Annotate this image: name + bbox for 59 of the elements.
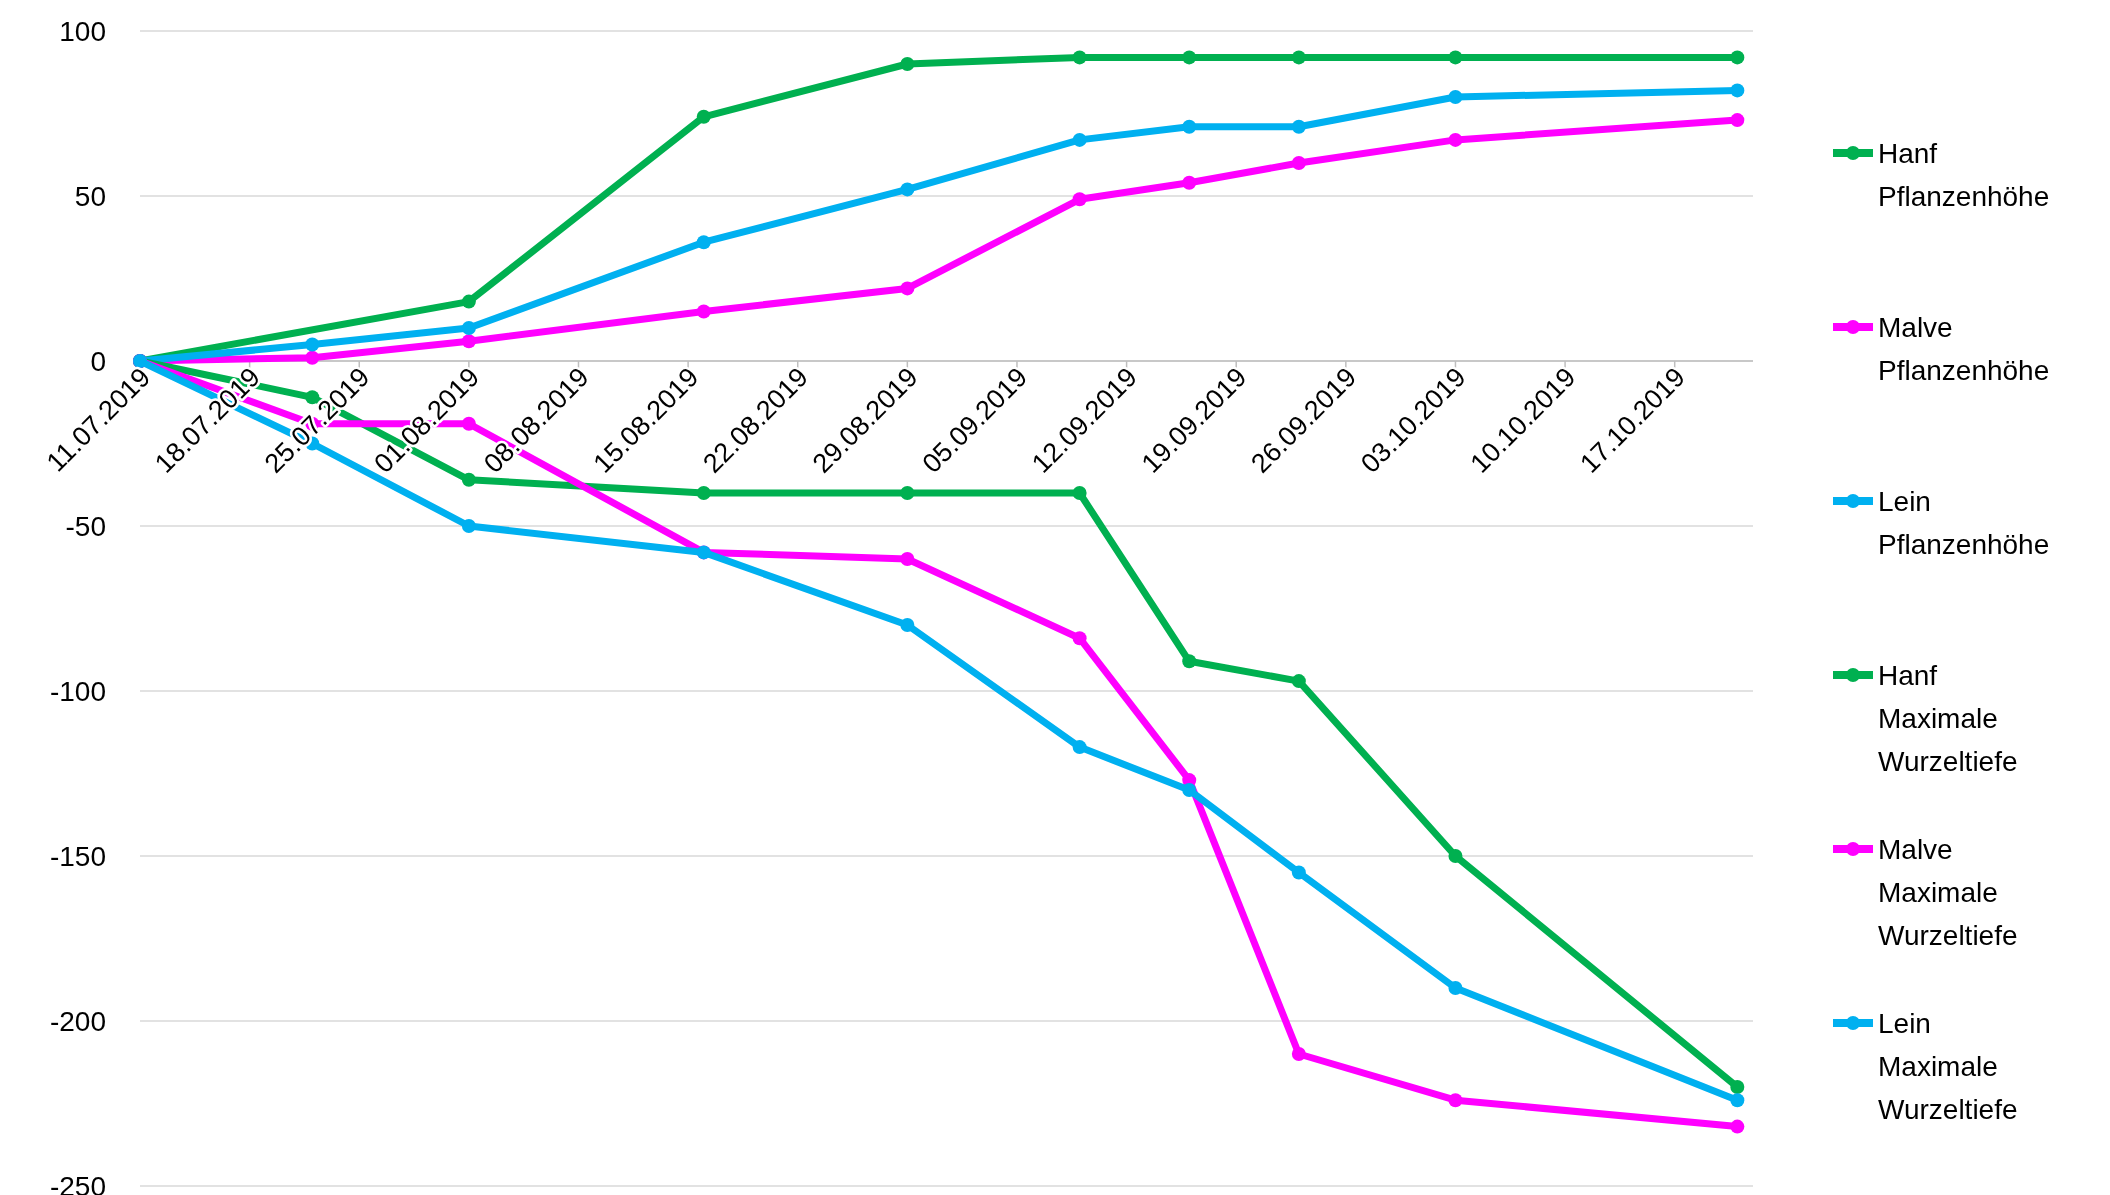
- point: [1291, 1047, 1306, 1061]
- point: [696, 109, 711, 124]
- point: [1182, 175, 1197, 190]
- point: [461, 334, 476, 349]
- point: [1448, 1093, 1463, 1108]
- point: [1291, 674, 1306, 689]
- point: [1448, 849, 1463, 863]
- point: [1072, 631, 1087, 646]
- point: [1448, 981, 1463, 995]
- point: [900, 281, 915, 296]
- legend-label: Malve Maximale Wurzeltiefe: [1878, 834, 2018, 951]
- point: [1448, 90, 1463, 104]
- point: [1730, 1093, 1745, 1108]
- point: [461, 472, 476, 487]
- point: [461, 294, 476, 309]
- y-tick-label: 50: [74, 181, 106, 212]
- point: [1182, 783, 1197, 797]
- point: [1072, 50, 1087, 65]
- point: [1291, 119, 1306, 134]
- point: [1291, 50, 1306, 65]
- point: [1182, 50, 1197, 65]
- point: [461, 321, 476, 335]
- legend-label: Hanf Maximale Wurzeltiefe: [1878, 660, 2018, 777]
- point: [1072, 740, 1087, 755]
- point: [1730, 1119, 1745, 1134]
- point: [1291, 156, 1306, 170]
- point: [1182, 119, 1197, 134]
- y-tick-label: -200: [49, 1006, 106, 1037]
- point: [305, 350, 320, 365]
- point: [1072, 192, 1087, 207]
- legend-label: Lein Maximale Wurzeltiefe: [1878, 1008, 2018, 1125]
- legend-label: Hanf Pflanzenhöhe: [1878, 138, 2050, 212]
- point: [1448, 132, 1463, 147]
- point: [900, 618, 915, 632]
- legend-label: Lein Pflanzenhöhe: [1878, 486, 2050, 560]
- point: [696, 304, 711, 319]
- point: [696, 235, 711, 250]
- point: [900, 57, 915, 71]
- point: [1730, 50, 1745, 65]
- point: [900, 182, 915, 197]
- y-tick-label: -100: [49, 676, 106, 707]
- y-tick-label: 0: [90, 346, 106, 377]
- legend-label: Malve Pflanzenhöhe: [1878, 312, 2050, 386]
- point: [1730, 113, 1745, 128]
- point: [1182, 654, 1197, 669]
- point: [1072, 486, 1087, 500]
- y-tick-label: -50: [65, 511, 106, 542]
- point: [1730, 83, 1745, 98]
- point: [900, 552, 915, 566]
- y-tick-label: -150: [49, 841, 106, 872]
- point: [1448, 50, 1463, 65]
- point: [1730, 1080, 1745, 1094]
- point: [1072, 132, 1087, 147]
- point: [305, 337, 320, 352]
- point: [696, 486, 711, 500]
- point: [900, 486, 915, 500]
- y-tick-label: 100: [59, 16, 106, 47]
- point: [1291, 865, 1306, 880]
- point: [461, 519, 476, 533]
